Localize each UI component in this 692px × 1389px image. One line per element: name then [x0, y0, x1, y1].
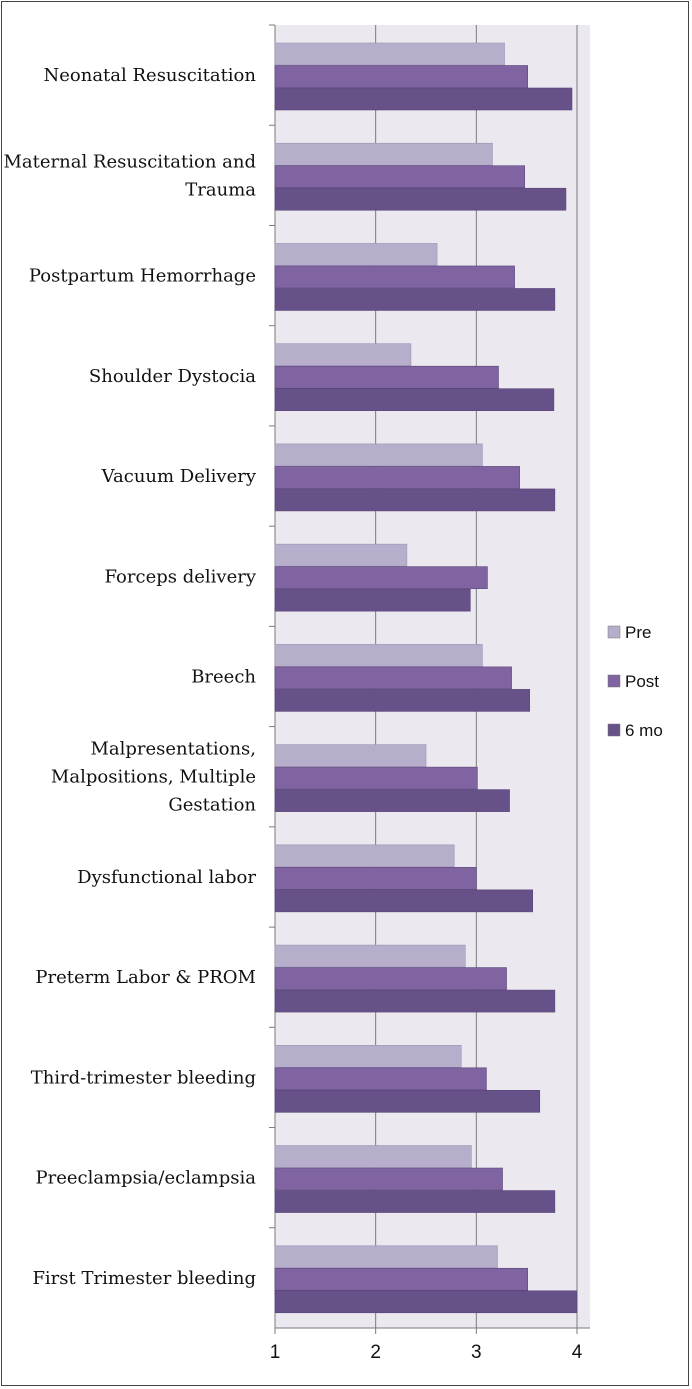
legend-label: Pre — [625, 623, 651, 642]
legend-swatch — [607, 625, 621, 639]
bar-Pre-4 — [274, 443, 483, 467]
category-label: Third-trimester bleeding — [31, 1067, 256, 1088]
bar-6mo-7 — [274, 789, 510, 812]
bar-Pre-9 — [274, 944, 466, 968]
category-label: Forceps delivery — [105, 566, 257, 587]
category-label: Malpositions, Multiple — [51, 767, 256, 788]
category-label: Neonatal Resuscitation — [43, 65, 256, 86]
bar-Post-10 — [274, 1067, 487, 1091]
bar-Post-2 — [274, 265, 515, 289]
category-label: Dysfunctional labor — [77, 867, 256, 888]
bar-Post-12 — [274, 1267, 528, 1291]
bar-Post-8 — [274, 867, 477, 890]
category-label: Malpresentations, — [90, 739, 256, 760]
bar-6mo-11 — [274, 1190, 556, 1213]
bar-6mo-8 — [274, 889, 534, 913]
legend-swatch — [607, 674, 621, 688]
x-tick-label: 2 — [370, 1342, 381, 1363]
bar-6mo-5 — [274, 588, 471, 612]
bar-Post-5 — [274, 566, 488, 589]
category-label: Gestation — [168, 795, 256, 816]
category-label: Trauma — [185, 179, 256, 200]
category-label: Preeclampsia/eclampsia — [35, 1168, 256, 1189]
bar-Pre-11 — [274, 1145, 472, 1168]
bar-6mo-3 — [274, 388, 555, 411]
bar-Post-9 — [274, 967, 507, 990]
category-label: Breech — [191, 667, 256, 688]
bar-Pre-12 — [274, 1245, 498, 1269]
category-label: Preterm Labor & PROM — [35, 967, 256, 988]
bar-6mo-9 — [274, 989, 556, 1013]
category-label: Postpartum Hemorrhage — [29, 266, 256, 287]
bar-Pre-7 — [274, 744, 427, 767]
legend-swatch — [607, 723, 621, 737]
bar-Pre-1 — [274, 142, 493, 166]
bar-Post-6 — [274, 666, 512, 690]
legend-label: Post — [625, 672, 659, 691]
bar-6mo-12 — [274, 1290, 578, 1314]
bar-Post-4 — [274, 466, 520, 489]
bar-Pre-0 — [274, 42, 505, 66]
bar-Pre-6 — [274, 644, 483, 667]
category-label: Shoulder Dystocia — [89, 366, 256, 387]
bar-Pre-3 — [274, 343, 412, 366]
bar-6mo-2 — [274, 288, 556, 311]
bar-Post-0 — [274, 65, 528, 88]
bar-6mo-10 — [274, 1090, 541, 1113]
bar-Pre-8 — [274, 844, 455, 868]
bar-Pre-5 — [274, 543, 408, 567]
bar-6mo-1 — [274, 187, 567, 211]
bar-Pre-10 — [274, 1045, 462, 1068]
bar-6mo-6 — [274, 689, 530, 712]
legend-label: 6 mo — [625, 721, 663, 740]
x-tick-label: 4 — [572, 1342, 583, 1363]
x-tick-label: 1 — [270, 1342, 281, 1363]
bar-6mo-4 — [274, 488, 556, 512]
category-label: Vacuum Delivery — [101, 466, 257, 487]
category-label: First Trimester bleeding — [32, 1268, 256, 1289]
bar-Post-11 — [274, 1167, 503, 1191]
category-label: Maternal Resuscitation and — [3, 151, 256, 172]
bar-Post-1 — [274, 165, 525, 189]
bar-Post-7 — [274, 766, 478, 790]
x-tick-label: 3 — [471, 1342, 482, 1363]
bar-Post-3 — [274, 365, 499, 389]
bar-Pre-2 — [274, 243, 438, 266]
bar-6mo-0 — [274, 87, 573, 111]
